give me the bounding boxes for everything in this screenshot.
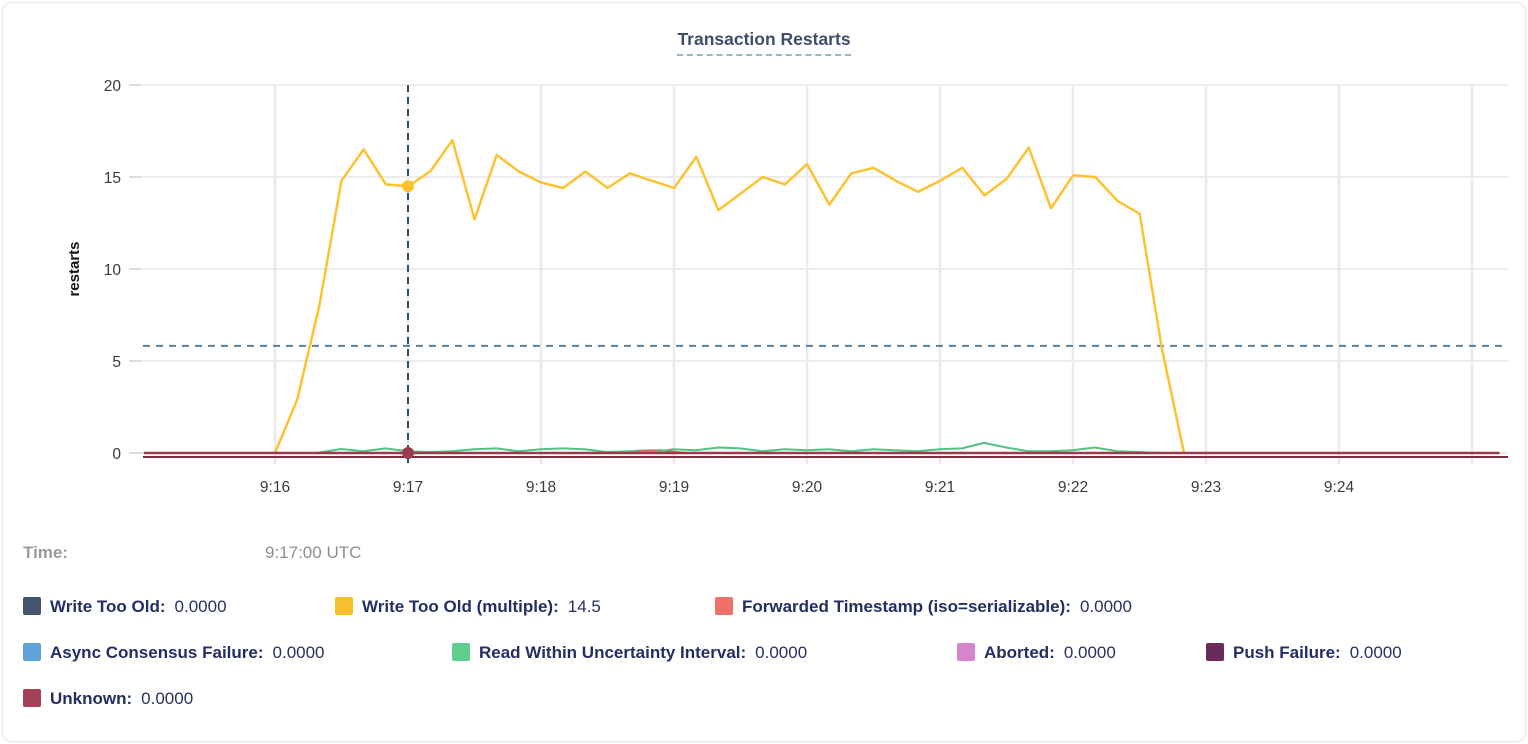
x-tick-label: 9:16: [260, 479, 290, 496]
legend-label: Write Too Old:: [50, 597, 166, 616]
legend-value: 14.5: [567, 597, 601, 616]
tooltip-time-row: Time: 9:17:00 UTC: [23, 543, 361, 563]
y-tick-label: 5: [112, 354, 121, 371]
chart-header: Transaction Restarts: [3, 29, 1525, 56]
y-tick-label: 0: [112, 446, 121, 463]
legend-value: 0.0000: [755, 643, 808, 662]
legend-item-write-too-old-multiple: Write Too Old (multiple): 14.5: [335, 597, 601, 619]
legend-value: 0.0000: [1079, 597, 1132, 616]
legend-swatch-async-consensus-failure: [23, 643, 41, 661]
legend-swatch-push-failure: [1206, 643, 1224, 661]
x-tick-label: 9:24: [1324, 479, 1355, 496]
legend-value: 0.0000: [141, 689, 194, 708]
legend-swatch-forwarded-timestamp: [715, 597, 733, 615]
y-tick-label: 10: [104, 262, 122, 279]
y-axis-label: restarts: [66, 241, 83, 296]
legend-value: 0.0000: [174, 597, 227, 616]
y-tick-label: 20: [104, 78, 122, 95]
legend-label: Write Too Old (multiple):: [362, 597, 559, 616]
legend-value: 0.0000: [1349, 643, 1402, 662]
legend-swatch-write-too-old: [23, 597, 41, 615]
legend-item-async-consensus-failure: Async Consensus Failure: 0.0000: [23, 643, 325, 665]
legend-item-read-within-uncertainty: Read Within Uncertainty Interval: 0.0000: [452, 643, 807, 665]
x-tick-label: 9:22: [1058, 479, 1088, 496]
legend-swatch-write-too-old-multiple: [335, 597, 353, 615]
legend-label: Read Within Uncertainty Interval:: [479, 643, 747, 662]
tooltip-time-value: 9:17:00 UTC: [265, 543, 362, 562]
x-tick-label: 9:21: [925, 479, 955, 496]
crosshair-point-write-too-old-multiple-: [402, 180, 414, 193]
series-line-write-too-old-multiple-: [273, 138, 1186, 455]
chart-title[interactable]: Transaction Restarts: [677, 29, 851, 56]
x-tick-label: 9:23: [1191, 479, 1221, 496]
legend-label: Forwarded Timestamp (iso=serializable):: [742, 597, 1071, 616]
legend-value: 0.0000: [272, 643, 325, 662]
y-tick-label: 15: [104, 170, 121, 187]
legend-value: 0.0000: [1063, 643, 1116, 662]
series-line-read-within-uncertainty-interval: [317, 441, 1163, 454]
tooltip-time-label: Time:: [23, 543, 69, 562]
x-tick-label: 9:19: [659, 479, 689, 496]
legend-label: Aborted:: [984, 643, 1055, 662]
crosshair-point-unknown: [402, 447, 414, 459]
legend-item-unknown: Unknown: 0.0000: [23, 689, 193, 711]
legend-swatch-unknown: [23, 689, 41, 707]
legend-swatch-read-within-uncertainty: [452, 643, 470, 661]
legend-label: Push Failure:: [1233, 643, 1341, 662]
x-tick-label: 9:18: [526, 479, 556, 496]
chart-svg[interactable]: 0 5 10 15 20 9:16 9:17 9:18 9:19 9:20 9:21 9:22 9:23…: [3, 3, 1528, 523]
legend-item-push-failure: Push Failure: 0.0000: [1206, 643, 1402, 665]
legend-label: Unknown:: [50, 689, 133, 708]
x-tick-label: 9:17: [393, 479, 423, 496]
x-tick-label: 9:20: [792, 479, 823, 496]
legend-item-aborted: Aborted: 0.0000: [957, 643, 1116, 665]
legend-item-forwarded-timestamp: Forwarded Timestamp (iso=serializable): 0…: [715, 597, 1132, 619]
legend-item-write-too-old: Write Too Old: 0.0000: [23, 597, 227, 619]
legend-label: Async Consensus Failure:: [50, 643, 264, 662]
legend-swatch-aborted: [957, 643, 975, 661]
